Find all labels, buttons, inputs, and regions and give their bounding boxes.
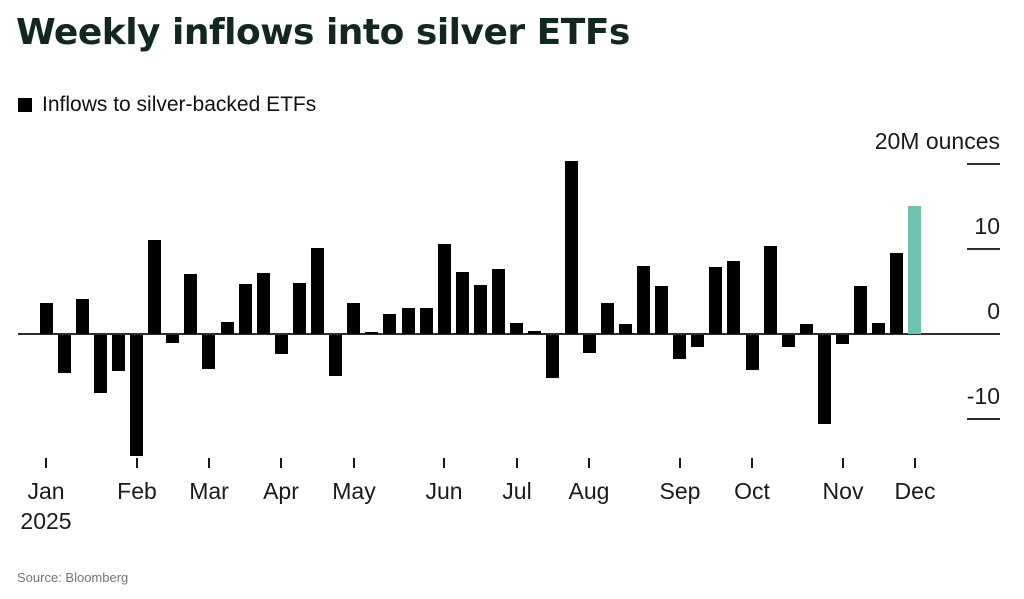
bar bbox=[854, 286, 867, 334]
bar bbox=[872, 323, 885, 334]
month-label: Jul bbox=[502, 478, 532, 504]
month-tick bbox=[280, 458, 282, 468]
bar bbox=[890, 253, 903, 334]
bar bbox=[782, 335, 795, 347]
month-tick bbox=[842, 458, 844, 468]
bar bbox=[202, 335, 215, 369]
month-label: Jun bbox=[425, 478, 463, 504]
bar bbox=[800, 324, 813, 334]
bar bbox=[221, 322, 234, 334]
legend-label: Inflows to silver-backed ETFs bbox=[42, 93, 317, 116]
bar bbox=[691, 335, 704, 347]
y-tick-label: 0 bbox=[987, 298, 1000, 324]
bar bbox=[293, 283, 306, 334]
bar bbox=[456, 272, 469, 334]
bar bbox=[601, 303, 614, 334]
bar bbox=[510, 323, 523, 334]
month-label: May bbox=[332, 478, 376, 504]
y-tick-label: 20M ounces bbox=[874, 128, 1000, 154]
bar bbox=[420, 308, 433, 334]
bar bbox=[239, 284, 252, 334]
bar bbox=[836, 335, 849, 344]
month-label: Mar bbox=[189, 478, 229, 504]
bar bbox=[746, 335, 759, 370]
month-label: Sep bbox=[659, 478, 701, 504]
bar bbox=[673, 335, 686, 359]
legend-swatch-icon bbox=[18, 98, 32, 112]
bar bbox=[383, 314, 396, 334]
bar bbox=[329, 335, 342, 376]
source-credit: Source: Bloomberg bbox=[17, 570, 129, 585]
month-tick bbox=[136, 458, 138, 468]
bar bbox=[637, 266, 650, 334]
bar bbox=[58, 335, 71, 373]
month-tick bbox=[588, 458, 590, 468]
bar bbox=[275, 335, 288, 354]
y-tick bbox=[967, 163, 1000, 165]
bar bbox=[94, 335, 107, 393]
month-label: Dec bbox=[894, 478, 936, 504]
bar bbox=[166, 335, 179, 343]
bar bbox=[583, 335, 596, 353]
bar bbox=[474, 285, 487, 334]
bar bbox=[546, 335, 559, 378]
y-tick bbox=[967, 418, 1000, 420]
month-tick bbox=[45, 458, 47, 468]
bar bbox=[655, 286, 668, 334]
month-tick bbox=[353, 458, 355, 468]
month-tick bbox=[443, 458, 445, 468]
legend: Inflows to silver-backed ETFs bbox=[18, 93, 316, 117]
bar bbox=[40, 303, 53, 334]
bar bbox=[76, 299, 89, 334]
month-label: Jan bbox=[27, 478, 65, 504]
month-tick bbox=[751, 458, 753, 468]
month-tick bbox=[679, 458, 681, 468]
month-label: Nov bbox=[822, 478, 864, 504]
month-label: Apr bbox=[263, 478, 299, 504]
bar bbox=[184, 274, 197, 334]
y-tick-label: 10 bbox=[974, 213, 1000, 239]
y-tick bbox=[967, 248, 1000, 250]
bar bbox=[565, 161, 578, 334]
bar bbox=[257, 273, 270, 334]
month-tick bbox=[914, 458, 916, 468]
bar bbox=[818, 335, 831, 424]
bar bbox=[311, 248, 324, 334]
month-tick bbox=[208, 458, 210, 468]
bar bbox=[438, 244, 451, 334]
bar bbox=[764, 246, 777, 334]
year-label: 2025 bbox=[20, 508, 72, 534]
bar bbox=[148, 240, 161, 334]
bar bbox=[492, 269, 505, 334]
bar bbox=[402, 308, 415, 334]
month-label: Oct bbox=[734, 478, 770, 504]
y-tick-label: -10 bbox=[966, 383, 1000, 409]
month-label: Aug bbox=[568, 478, 610, 504]
chart-title: Weekly inflows into silver ETFs bbox=[16, 12, 630, 53]
bar bbox=[112, 335, 125, 371]
month-tick bbox=[516, 458, 518, 468]
bar bbox=[365, 332, 378, 334]
zero-baseline bbox=[18, 333, 1000, 335]
highlight-bar bbox=[908, 206, 921, 334]
bar bbox=[619, 324, 632, 334]
bar bbox=[528, 331, 541, 334]
month-label: Feb bbox=[117, 478, 157, 504]
bar bbox=[727, 261, 740, 334]
bar bbox=[347, 303, 360, 334]
bar bbox=[709, 267, 722, 334]
bar bbox=[130, 335, 143, 456]
